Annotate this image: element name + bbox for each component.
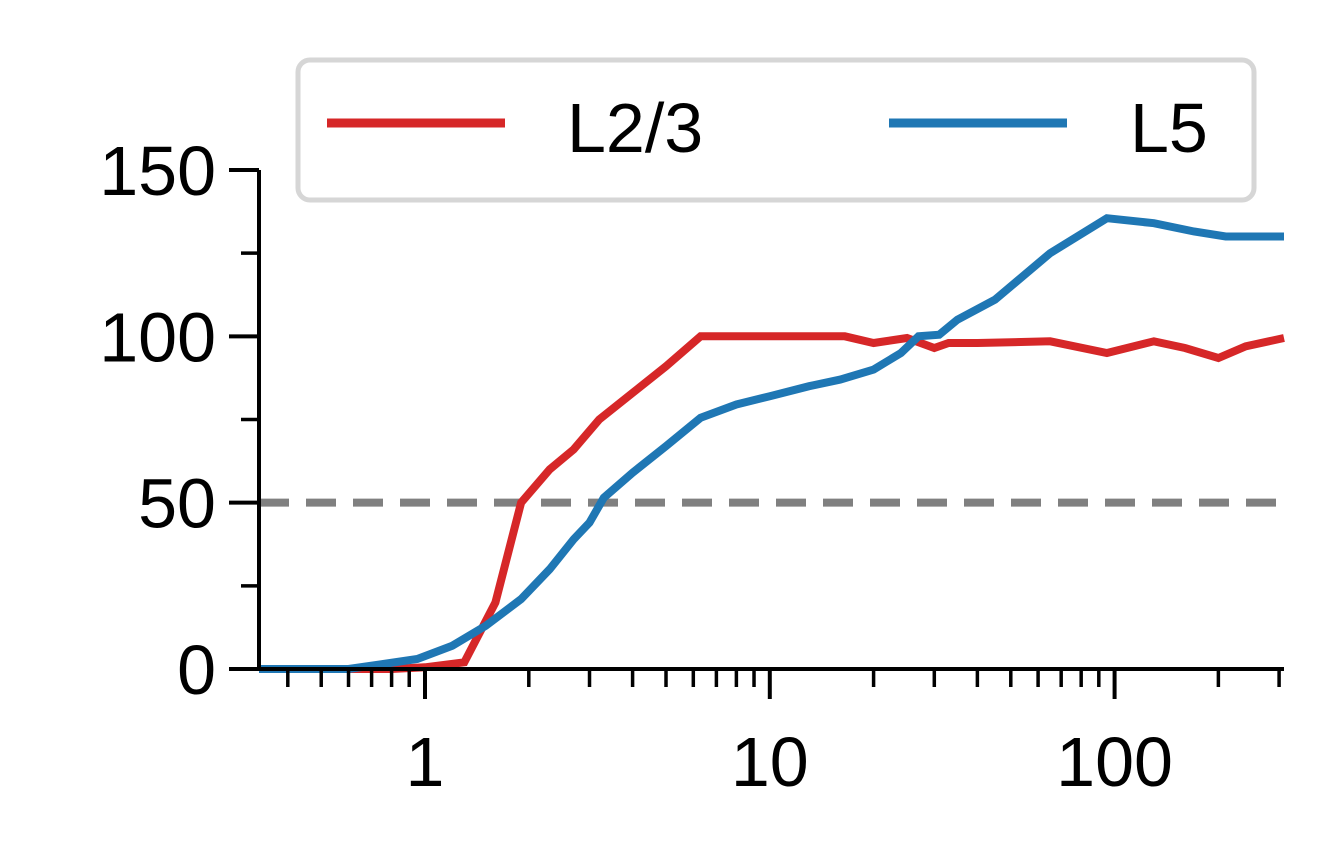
y-tick-label-50: 50 [138, 465, 216, 543]
series-line-l23 [259, 332, 1285, 673]
x-tick-label-1: 1 [406, 723, 445, 801]
y-ticks: 0 50 100 150 [99, 132, 259, 709]
series-layer [259, 214, 1285, 673]
y-tick-label-100: 100 [99, 298, 216, 376]
x-tick-label-100: 100 [1056, 723, 1173, 801]
legend-label-l23: L2/3 [567, 89, 703, 167]
y-tick-label-0: 0 [177, 631, 216, 709]
legend-box [295, 57, 1257, 203]
legend-label-l5: L5 [1130, 89, 1208, 167]
x-tick-label-10: 10 [731, 723, 809, 801]
x-ticks: 1 10 100 [286, 669, 1281, 801]
legend: L2/3 L5 [295, 57, 1257, 203]
series-line-l5 [259, 214, 1284, 673]
y-tick-label-150: 150 [99, 132, 216, 210]
axes-layer [229, 170, 1284, 671]
